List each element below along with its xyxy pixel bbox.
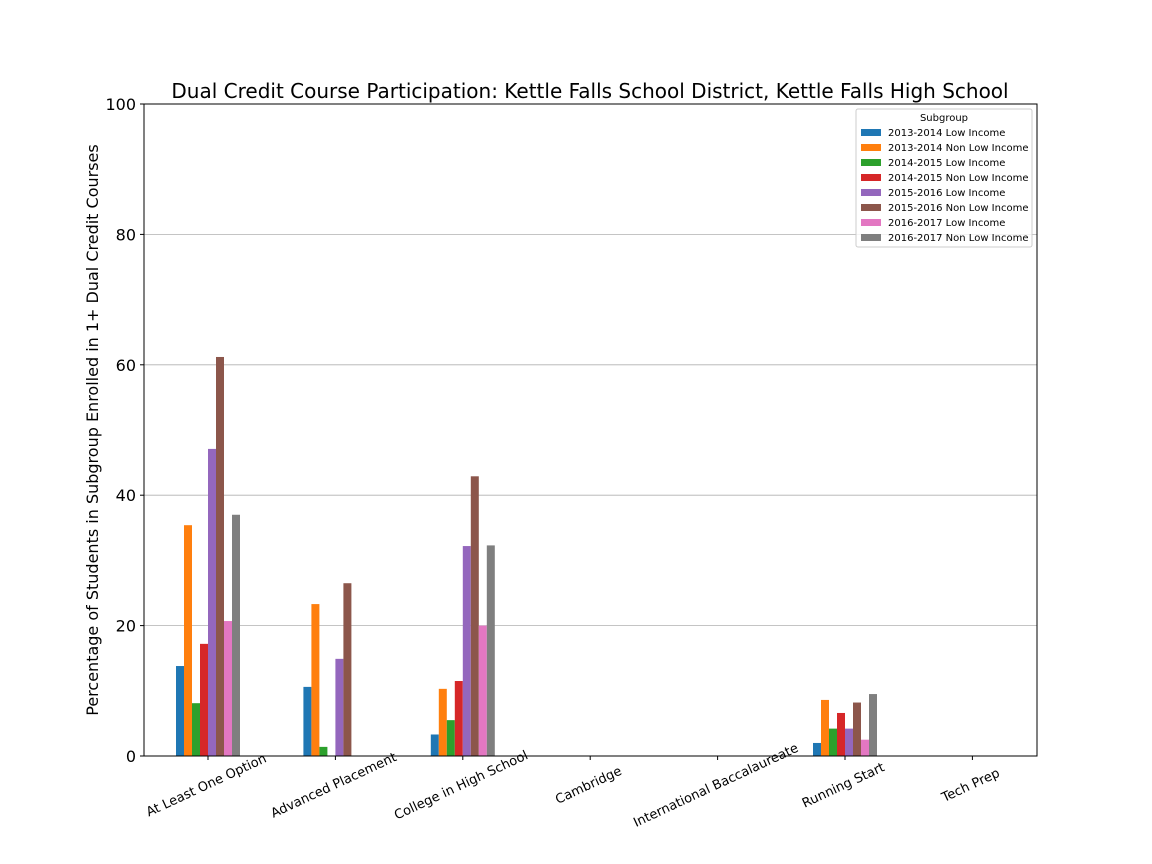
x-tick-label: College in High School [392,748,530,823]
y-tick-label: 20 [116,617,136,636]
bar [335,658,344,756]
x-tick-label: Advanced Placement [269,750,399,821]
legend-label: 2014-2015 Low Income [888,158,1005,169]
legend-title: Subgroup [920,113,968,124]
legend-label: 2015-2016 Non Low Income [888,203,1028,214]
bar [837,712,845,756]
bar [232,514,240,756]
bar [845,728,853,756]
bar [319,746,328,756]
x-tick-label: International Baccalaureate [631,741,801,831]
x-tick-label: Cambridge [553,764,624,808]
bar [208,448,216,756]
y-tick-label: 60 [116,356,136,375]
bar [470,476,479,756]
bar [343,583,352,756]
legend-items: 2013-2014 Low Income 2013-2014 Non Low In… [861,128,1028,244]
x-tick-label: Running Start [800,760,887,811]
bar [216,356,224,756]
bar [869,694,877,756]
bar [853,702,861,756]
bar [430,734,439,756]
legend: Subgroup 2013-2014 Low Income 2013-2014 N… [855,108,1033,248]
legend-swatch [861,174,881,181]
y-tick-label: 40 [116,486,136,505]
legend-swatch [861,204,881,211]
legend-swatch [861,219,881,226]
bar [192,703,200,756]
legend-swatch [861,129,881,136]
bar [829,728,837,756]
y-tick-label: 100 [105,95,136,114]
bar [224,621,232,756]
y-axis-ticks: 0 20 40 60 80 100 [105,95,144,766]
legend-swatch [861,159,881,166]
legend-label: 2015-2016 Low Income [888,188,1005,199]
bar [478,625,487,756]
bar [462,546,471,756]
legend-swatch [861,234,881,241]
bar [200,643,208,756]
legend-label: 2016-2017 Non Low Income [888,233,1028,244]
chart-title: Dual Credit Course Participation: Kettle… [171,79,1008,103]
y-axis-label: Percentage of Students in Subgroup Enrol… [83,144,102,715]
bar [438,688,447,756]
legend-label: 2013-2014 Non Low Income [888,143,1028,154]
bar [303,686,312,756]
legend-swatch [861,144,881,151]
x-tick-label: Tech Prep [939,766,1003,806]
legend-label: 2016-2017 Low Income [888,218,1005,229]
bar [446,720,455,756]
bars [176,356,877,756]
legend-swatch [861,189,881,196]
bar [184,525,192,756]
legend-box [855,108,1033,248]
y-tick-label: 80 [116,225,136,244]
bar [813,742,821,756]
bar [861,739,869,756]
bar [454,681,463,756]
x-tick-label: At Least One Option [144,751,269,820]
y-tick-label: 0 [126,747,136,766]
gridlines [144,233,1037,626]
bar [486,545,495,756]
bar [176,666,184,756]
legend-label: 2013-2014 Low Income [888,128,1005,139]
legend-label: 2014-2015 Non Low Income [888,173,1028,184]
bar [821,699,829,756]
bar [311,604,320,756]
